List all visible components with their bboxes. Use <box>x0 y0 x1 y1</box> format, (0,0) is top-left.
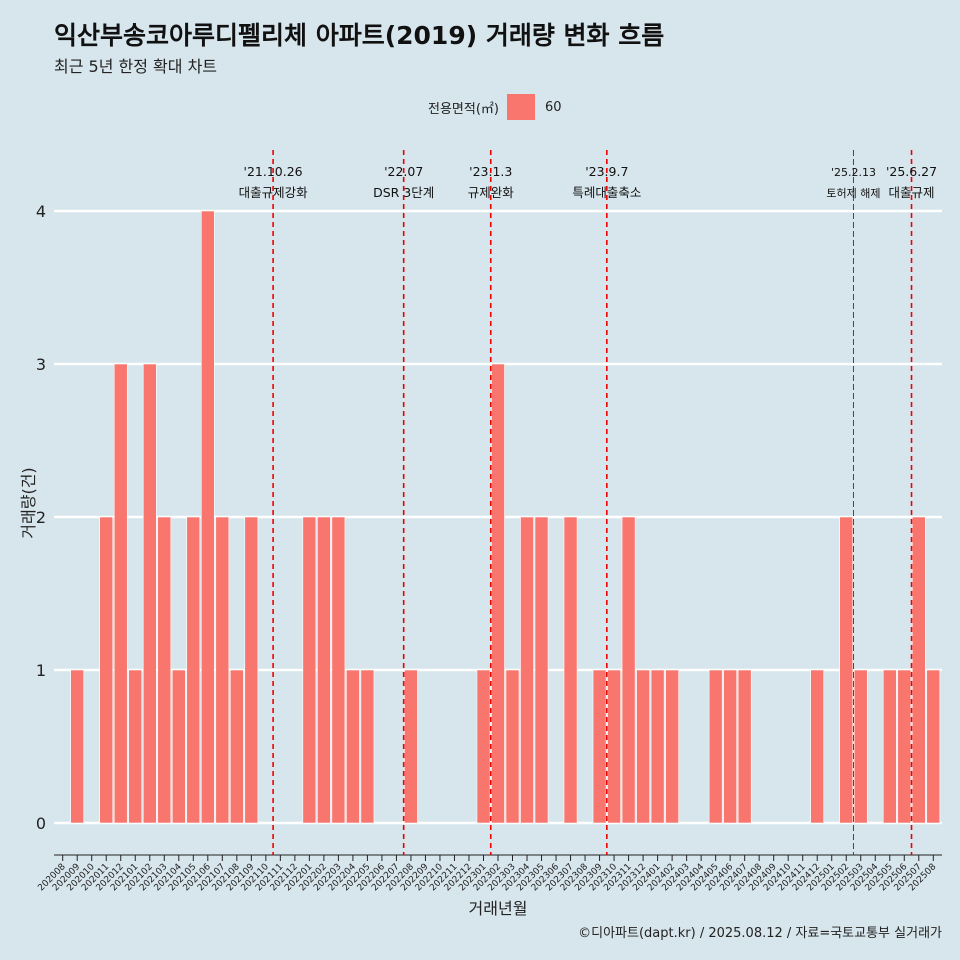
bar <box>186 516 201 824</box>
event-date-label: '21.10.26 <box>244 164 303 179</box>
event-name-label: DSR 3단계 <box>373 185 434 200</box>
bar <box>737 669 752 824</box>
bar <box>520 516 534 824</box>
legend-title: 전용면적(㎡) <box>428 101 499 117</box>
bar <box>839 516 854 824</box>
event-date-label: '23.9.7 <box>585 164 628 179</box>
legend-label: 60 <box>544 99 562 115</box>
bar <box>534 516 549 824</box>
legend-swatch <box>506 94 535 120</box>
bar <box>157 516 172 824</box>
bar <box>723 669 737 824</box>
y-tick-label: 4 <box>36 202 46 221</box>
bar <box>665 669 679 824</box>
y-axis-title: 거래량(건) <box>19 467 38 538</box>
event-name-label: 토허제 해제 <box>826 186 880 200</box>
event-date-label: '25.6.27 <box>886 164 937 179</box>
x-axis-title: 거래년월 <box>469 899 528 918</box>
chart-title: 익산부송코아루디펠리체 아파트(2019) 거래량 변화 흐름 <box>54 21 665 50</box>
bar <box>404 669 418 824</box>
bar <box>128 669 143 824</box>
bar <box>99 516 114 824</box>
bar <box>70 669 85 824</box>
legend: 전용면적(㎡) 60 <box>428 93 562 121</box>
event-date-label: '23.1.3 <box>469 164 512 179</box>
bar <box>882 669 897 824</box>
bar <box>636 669 650 824</box>
bar <box>911 516 926 824</box>
bar <box>491 363 505 824</box>
bar <box>607 669 621 824</box>
event-date-label: '25.2.13 <box>831 166 876 179</box>
bar <box>346 669 360 824</box>
bar <box>563 516 578 824</box>
bar <box>476 669 491 824</box>
event-name-label: 대출규제강화 <box>239 185 309 200</box>
bar <box>926 669 941 824</box>
bar <box>897 669 912 824</box>
bar <box>592 669 607 824</box>
bar <box>200 210 215 824</box>
bar <box>142 363 157 824</box>
bar <box>621 516 636 824</box>
source-caption: ©디아파트(dapt.kr) / 2025.08.12 / 자료=국토교통부 실… <box>578 926 942 941</box>
y-tick-label: 0 <box>36 814 46 833</box>
bar <box>331 516 346 824</box>
event-name-label: 규제완화 <box>468 185 515 200</box>
y-tick-label: 1 <box>36 661 46 680</box>
bar <box>505 669 520 824</box>
bar <box>229 669 244 824</box>
bar <box>113 363 128 824</box>
event-date-label: '22.07 <box>384 164 423 179</box>
bar <box>360 669 375 824</box>
y-tick-label: 2 <box>36 508 46 527</box>
bar <box>244 516 259 824</box>
bar <box>215 516 230 824</box>
event-name-label: 특례대출축소 <box>572 185 641 200</box>
chart-subtitle: 최근 5년 한정 확대 차트 <box>54 57 218 76</box>
bar <box>853 669 868 824</box>
bar <box>317 516 331 824</box>
y-tick-label: 3 <box>36 355 46 374</box>
bar <box>302 516 317 824</box>
bar <box>171 669 186 824</box>
bar <box>708 669 723 824</box>
event-name-label: 대출규제 <box>889 185 935 200</box>
bar <box>650 669 665 824</box>
bar <box>810 669 825 824</box>
